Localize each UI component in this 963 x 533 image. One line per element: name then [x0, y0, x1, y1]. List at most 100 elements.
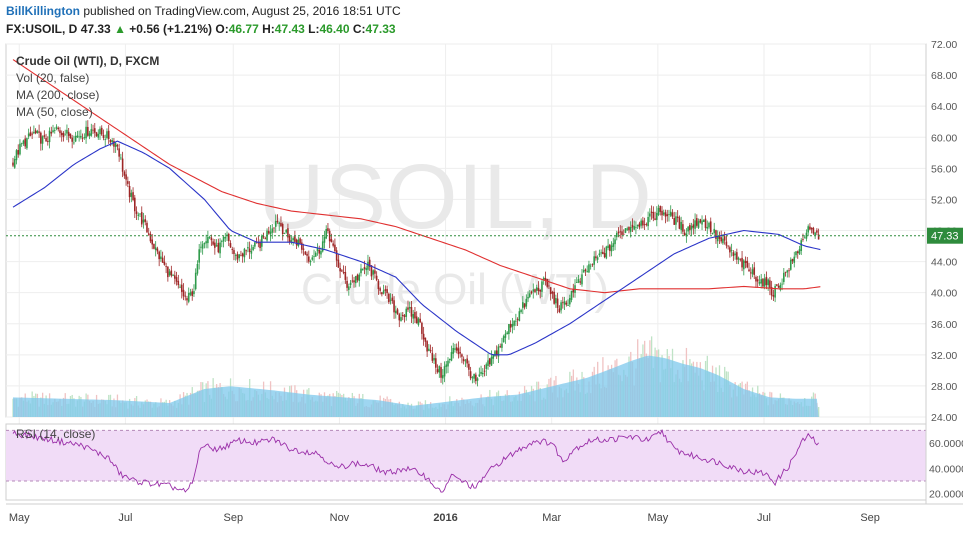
- candle-body: [403, 315, 406, 318]
- candle-body: [596, 257, 599, 260]
- candle-body: [602, 251, 604, 255]
- candle-body: [247, 247, 249, 249]
- candle-body: [196, 263, 199, 274]
- candle-body: [254, 242, 256, 247]
- candle-body: [342, 272, 345, 274]
- candle-body: [320, 251, 322, 255]
- candle-body: [288, 235, 291, 243]
- candle-body: [301, 242, 303, 250]
- candle-body: [763, 278, 766, 287]
- candle-body: [401, 314, 404, 316]
- candle-body: [551, 291, 554, 294]
- candle-body: [468, 363, 470, 370]
- candle-body: [789, 259, 792, 270]
- candle-body: [758, 281, 761, 284]
- candle-body: [177, 280, 180, 286]
- time-tick-label: Jul: [118, 512, 132, 524]
- candle-body: [788, 270, 790, 272]
- candle-body: [379, 288, 381, 291]
- candle-body: [777, 285, 780, 288]
- candle-body: [83, 137, 86, 139]
- candle-body: [649, 213, 651, 217]
- candle-body: [709, 221, 712, 233]
- candle-body: [513, 320, 515, 326]
- candle-body: [31, 133, 33, 135]
- candle-body: [200, 246, 202, 248]
- candle-body: [325, 228, 327, 239]
- candle-body: [370, 265, 373, 277]
- time-tick-label: May: [647, 512, 668, 524]
- candle-body: [549, 287, 552, 295]
- candle-body: [236, 254, 239, 260]
- candle-body: [743, 260, 745, 270]
- candle-body: [132, 192, 134, 200]
- author-link[interactable]: BillKillington: [6, 4, 80, 18]
- candle-body: [344, 271, 347, 280]
- candle-body: [405, 308, 408, 317]
- candle-body: [544, 277, 547, 281]
- rsi-tick-label: 60.0000: [929, 438, 963, 450]
- candle-body: [221, 241, 223, 243]
- candle-body: [238, 254, 240, 259]
- candle-body: [271, 228, 274, 233]
- candle-body: [555, 298, 557, 304]
- candle-body: [212, 241, 214, 245]
- candle-body: [257, 242, 260, 244]
- candle-body: [410, 307, 413, 317]
- volume-bars: [12, 336, 820, 417]
- candle-body: [219, 242, 221, 254]
- candle-body: [398, 314, 401, 321]
- candle-body: [772, 294, 775, 297]
- candle-body: [767, 279, 769, 286]
- last-price-label-box: [927, 227, 963, 244]
- candle-body: [708, 222, 710, 228]
- candle-body: [661, 210, 663, 216]
- candle-body: [631, 224, 634, 228]
- candle-body: [685, 233, 688, 237]
- candle-body: [160, 256, 162, 260]
- candle-body: [682, 224, 684, 232]
- candle-body: [396, 309, 399, 315]
- candle-body: [528, 293, 531, 297]
- candle-body: [198, 249, 200, 263]
- candle-body: [386, 289, 388, 294]
- candle-body: [13, 159, 16, 168]
- candle-body: [415, 316, 418, 324]
- candle-body: [440, 367, 442, 378]
- candle-body: [400, 317, 402, 321]
- candle-body: [90, 129, 93, 136]
- candle-body: [281, 223, 284, 234]
- candle-body: [511, 323, 514, 327]
- candle-body: [201, 244, 204, 249]
- candle-body: [643, 224, 646, 226]
- candle-body: [534, 289, 536, 292]
- candle-body: [207, 237, 209, 244]
- candle-body: [603, 253, 606, 258]
- candle-body: [85, 126, 87, 139]
- candle-body: [113, 140, 115, 147]
- candle-body: [612, 243, 615, 247]
- candle-body: [812, 228, 815, 234]
- candle-body: [716, 236, 719, 242]
- candle-body: [142, 219, 145, 223]
- candle-body: [156, 248, 159, 252]
- close-label: C:: [352, 22, 366, 36]
- candle-body: [546, 278, 548, 287]
- candle-body: [34, 130, 37, 134]
- candle-body: [633, 226, 635, 230]
- candle-body: [723, 236, 726, 241]
- candle-body: [779, 284, 782, 290]
- candle-body: [116, 144, 119, 147]
- candle-body: [796, 251, 799, 254]
- candle-body: [598, 253, 601, 256]
- candle-body: [50, 132, 53, 134]
- candle-body: [734, 253, 736, 256]
- candle-body: [659, 206, 662, 212]
- candle-body: [261, 235, 263, 247]
- candle-body: [314, 252, 317, 257]
- candle-body: [791, 258, 794, 262]
- candle-body: [81, 137, 84, 139]
- candle-body: [337, 259, 340, 268]
- ma200-line: [12, 59, 821, 294]
